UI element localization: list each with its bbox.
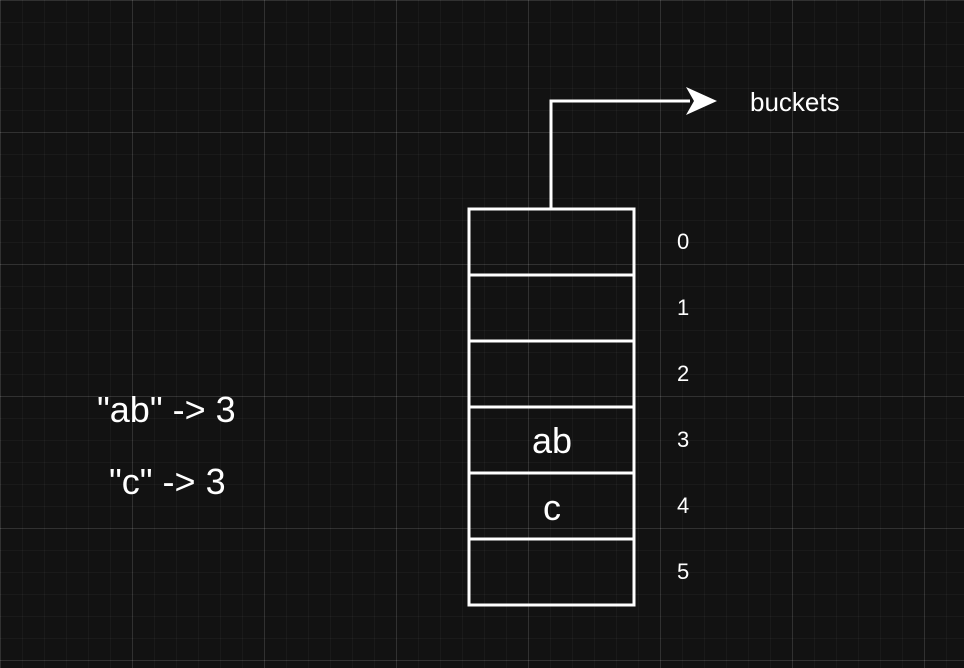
bucket-index: 0 — [677, 229, 690, 254]
bucket-index: 3 — [677, 427, 690, 452]
pointer-arrow-line — [549, 99, 690, 209]
bucket-index: 1 — [677, 295, 690, 320]
mapping-c: "c" -> 3 — [109, 461, 226, 502]
bucket-index: 2 — [677, 361, 690, 386]
bucket-value: c — [543, 487, 561, 528]
pointer-arrow-head — [686, 87, 717, 115]
bucket-index: 4 — [677, 493, 690, 518]
bucket-index: 5 — [677, 559, 690, 584]
mapping-ab: "ab" -> 3 — [97, 389, 236, 430]
bucket-value: ab — [531, 420, 573, 461]
buckets-label: buckets — [750, 87, 840, 117]
